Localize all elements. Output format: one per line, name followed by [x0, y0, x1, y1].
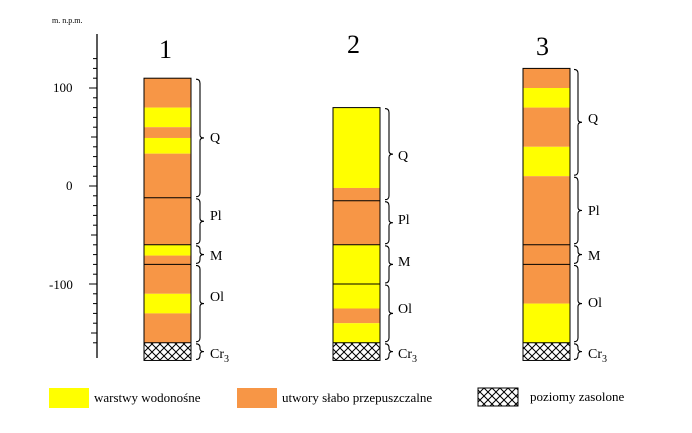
brace-cr3 [573, 343, 583, 360]
legend-swatch-salt [477, 387, 519, 407]
low-permeability-layer [523, 68, 570, 88]
tick-label-100: 100 [53, 80, 73, 95]
low-permeability-layer [333, 308, 380, 324]
column-2-label: 2 [347, 30, 360, 59]
column-outline [332, 107, 381, 361]
salt-layer [333, 342, 380, 361]
brace-ol [573, 264, 583, 343]
column-3-label: 3 [536, 32, 549, 61]
legend-label-water: warstwy wodonośne [94, 390, 201, 405]
column-1-unit-q: Q [210, 131, 220, 146]
column-2-brackets [384, 108, 394, 360]
aquifer-layer [523, 303, 570, 343]
aquifer-layer [523, 88, 570, 108]
axis-ticks [89, 58, 97, 344]
brace-q [195, 78, 205, 198]
brace-q [384, 108, 394, 201]
column-3-unit-cr3: Cr3 [588, 347, 607, 365]
low-permeability-layer [144, 153, 191, 245]
column-2-unit-q: Q [398, 149, 408, 164]
brace-pl [573, 176, 583, 245]
brace-cr3 [195, 343, 205, 360]
brace-q [573, 68, 583, 176]
low-permeability-layer [144, 255, 191, 294]
column-1-unit-ol: Ol [210, 290, 224, 305]
aquifer-layer [333, 107, 380, 188]
brace-m [384, 245, 394, 284]
legend-label-salt: poziomy zasolone [530, 389, 624, 404]
low-permeability-layer [144, 78, 191, 108]
column-1-unit-pl: Pl [210, 209, 222, 224]
column-outline [143, 77, 192, 361]
brace-cr3 [384, 343, 394, 360]
column-2-unit-m: M [398, 255, 411, 270]
low-permeability-layer [144, 313, 191, 343]
legend-label-low: utwory słabo przepuszczalne [282, 390, 432, 405]
legend-swatch-low [237, 388, 277, 408]
aquifer-layer [333, 323, 380, 343]
column-2-unit-cr3: Cr3 [398, 347, 417, 365]
low-permeability-layer [144, 127, 191, 138]
tick-label-0: 0 [66, 178, 73, 193]
column-3: Q Pl M Ol Cr3 [522, 67, 607, 365]
salt-layer [144, 342, 191, 361]
brace-ol [195, 264, 205, 343]
low-permeability-layer [523, 176, 570, 304]
aquifer-layer [333, 244, 380, 309]
brace-pl [384, 201, 394, 245]
column-1-unit-cr3: Cr3 [210, 347, 229, 365]
column-2-layers [332, 107, 381, 361]
aquifer-layer [523, 146, 570, 177]
axis-unit-label: m. n.p.m. [52, 16, 82, 25]
brace-m [573, 245, 583, 264]
column-3-unit-ol: Ol [588, 296, 602, 311]
column-3-unit-pl: Pl [588, 204, 600, 219]
legend: warstwy wodonośne utwory słabo przepuszc… [49, 387, 624, 408]
column-2-unit-pl: Pl [398, 213, 410, 228]
column-3-unit-m: M [588, 249, 601, 264]
salt-layer [523, 342, 570, 361]
column-outline [522, 67, 571, 361]
column-1-brackets [195, 78, 205, 360]
aquifer-layer [144, 107, 191, 128]
column-1-label: 1 [159, 35, 172, 64]
brace-ol [384, 284, 394, 343]
elevation-axis: m. n.p.m. 100 0 -100 [49, 16, 98, 358]
column-2: Q Pl M Ol Cr3 [332, 107, 417, 365]
aquifer-layer [144, 293, 191, 314]
column-2-unit-ol: Ol [398, 302, 412, 317]
aquifer-layer [144, 137, 191, 154]
brace-m [195, 245, 205, 264]
tick-label-minus-100: -100 [49, 277, 73, 292]
legend-swatch-water [49, 388, 89, 408]
aquifer-layer [144, 244, 191, 256]
low-permeability-layer [333, 187, 380, 245]
column-3-unit-q: Q [588, 112, 598, 127]
column-1-layers [143, 77, 192, 361]
column-1-unit-m: M [210, 249, 223, 264]
column-1: Q Pl M Ol Cr3 [143, 77, 229, 365]
low-permeability-layer [523, 107, 570, 147]
brace-pl [195, 198, 205, 245]
column-3-brackets [573, 68, 583, 360]
column-3-layers [522, 67, 571, 361]
